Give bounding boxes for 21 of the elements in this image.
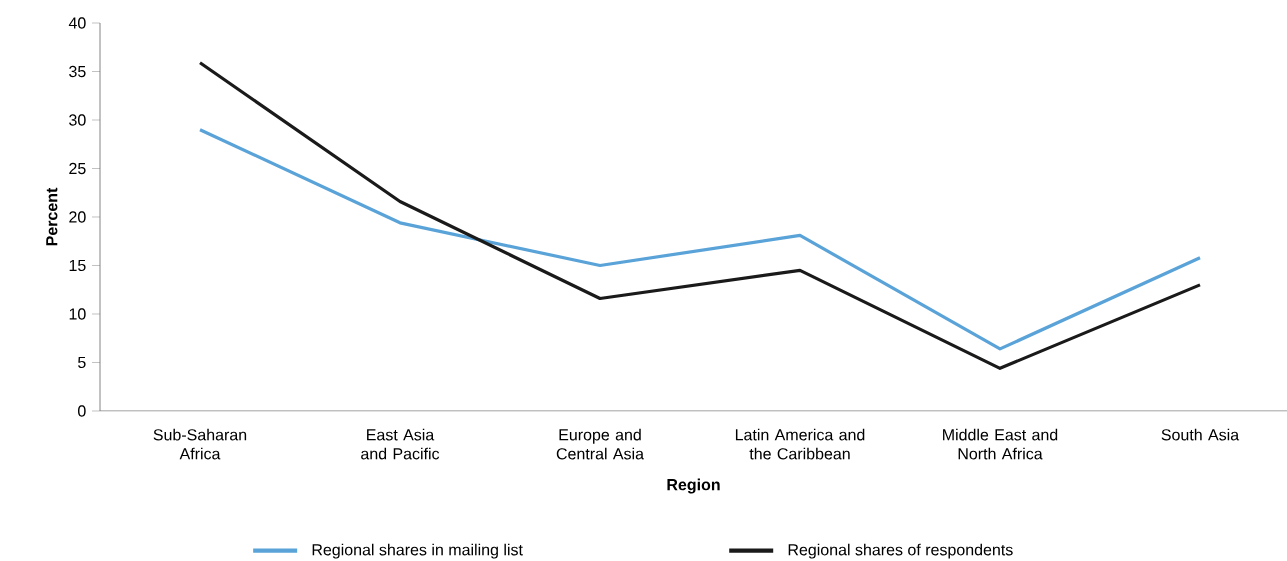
- x-tick-label: East Asia and Pacific: [361, 428, 440, 460]
- y-tick-label: 15: [69, 259, 86, 272]
- y-tick-label: 10: [69, 308, 86, 320]
- x-tick-label: South Asia: [1161, 428, 1240, 441]
- x-tick-label: Sub-Saharan Africa: [153, 428, 247, 460]
- line-series: [198, 128, 1202, 351]
- x-tick-label: Middle East and North Africa: [943, 428, 1058, 460]
- y-tick-label: 30: [69, 114, 86, 126]
- x-axis-title: Region: [667, 478, 720, 494]
- x-tick-label: Europe and Central Asia: [556, 428, 645, 460]
- line-series: [198, 61, 1202, 370]
- y-tick-label: 0: [78, 405, 86, 417]
- x-tick-label: Latin America and the Caribbean: [735, 428, 865, 460]
- y-tick-label: 5: [78, 356, 86, 369]
- y-tick-label: 25: [69, 162, 86, 175]
- legend-label: Regional shares in mailing list: [312, 543, 523, 559]
- y-tick-label: 40: [68, 17, 86, 29]
- y-axis-title: Percent: [46, 187, 58, 246]
- legend-label: Regional shares of respondents: [788, 543, 1013, 559]
- y-tick-label: 35: [69, 65, 86, 78]
- y-tick-label: 20: [69, 211, 86, 223]
